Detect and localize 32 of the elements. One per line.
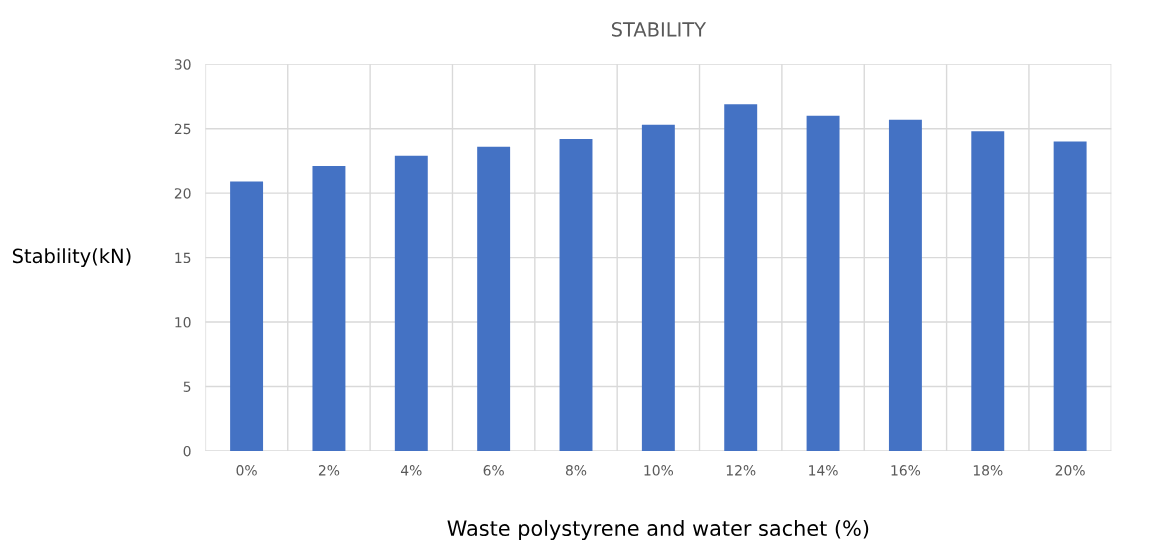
x-tick-label: 6% <box>483 465 504 476</box>
y-tick-label: 20 <box>174 188 191 199</box>
x-tick-label: 20% <box>1055 465 1085 476</box>
bar <box>806 115 840 451</box>
x-tick-label: 12% <box>726 465 756 476</box>
x-tick-label: 14% <box>809 465 838 476</box>
x-tick-label: 16% <box>891 465 921 476</box>
bar <box>971 131 1005 451</box>
x-tick-label: 0% <box>236 465 257 476</box>
y-tick-label: 25 <box>174 123 191 135</box>
y-tick-label: 5 <box>183 381 191 392</box>
bar <box>888 119 922 451</box>
x-tick-label: 18% <box>973 465 1003 476</box>
x-tick-label: 10% <box>644 465 674 476</box>
chart-title: STABILITY <box>611 22 707 37</box>
bar <box>312 166 346 451</box>
y-tick-label: 0 <box>183 445 191 457</box>
bar <box>394 155 428 451</box>
y-tick-label: 15 <box>175 252 191 264</box>
x-tick-label: 8% <box>565 465 587 476</box>
bar <box>477 146 511 451</box>
bar <box>559 139 593 451</box>
y-tick-label: 30 <box>174 59 191 70</box>
bar <box>724 104 758 451</box>
bar <box>230 181 264 451</box>
y-axis-title: Stability(kN) <box>12 248 131 268</box>
x-tick-label: 2% <box>318 465 340 476</box>
x-tick-label: 4% <box>400 465 422 476</box>
y-tick-label: 10 <box>175 317 191 328</box>
bar <box>641 124 675 451</box>
x-axis-title: Waste polystyrene and water sachet (%) <box>447 519 869 541</box>
bar <box>1053 141 1087 451</box>
